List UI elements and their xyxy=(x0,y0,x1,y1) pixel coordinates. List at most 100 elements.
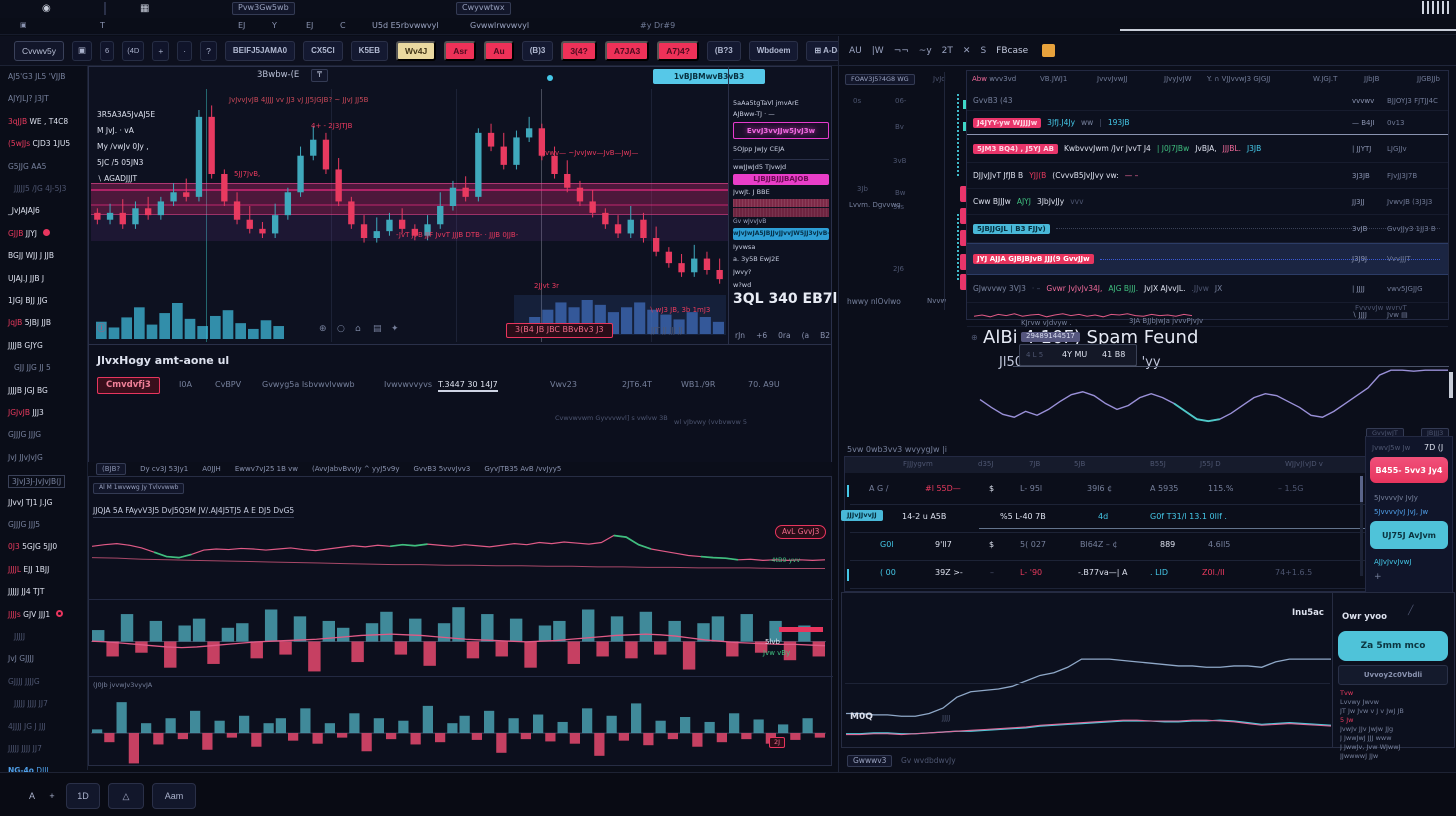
watchlist-item[interactable]: GJJJG JJJ5 xyxy=(8,520,40,529)
feed-column-header[interactable]: JJvyJvJW xyxy=(1164,75,1192,83)
candlestick-chart[interactable] xyxy=(91,89,726,339)
watchlist-item[interactable]: G5JJG AA5 xyxy=(8,162,46,171)
positions-row[interactable]: G0l 9'll7 $5( 027 Bl64Z – ¢ 889 4.6Il5 xyxy=(850,533,1370,561)
menu-icon[interactable]: ▣ xyxy=(20,21,27,29)
menu-icon-5[interactable]: C xyxy=(340,21,346,30)
toolbar-button[interactable]: (B)3 xyxy=(521,40,554,61)
feed-row[interactable]: GJwvvwy 3VJ3 · – Gvwr JvJvJv34J, AJG BJJJ. J… xyxy=(967,275,1448,303)
detail-badge[interactable]: Cmvdvfj3 xyxy=(97,377,160,395)
action-link-3[interactable]: AJJvJvvJvwJ xyxy=(1374,558,1412,566)
indicator-tab[interactable]: (BJB? xyxy=(96,463,127,475)
watchlist-item[interactable]: GJJJJ JJJJG xyxy=(8,677,40,686)
chart-tool-icon[interactable]: ⌂ xyxy=(355,324,361,334)
watchlist-item[interactable]: JvJ JJvJvJG xyxy=(8,453,43,462)
watchlist-item[interactable]: JJJJJ JJJJ JJ7 xyxy=(14,699,48,708)
right-toolbar-icon[interactable]: |W xyxy=(871,45,884,56)
feed-row[interactable]: DJJvJJvT JfJB B YJJ(B (CvvvB5JvJJvy vw: — –… xyxy=(967,163,1448,189)
bottombar-button[interactable]: Aam xyxy=(152,783,196,809)
secondary-button[interactable]: Uvvoy2c0Vbdli xyxy=(1338,665,1448,685)
watchlist-item[interactable]: JJJJJ xyxy=(14,632,25,641)
feed-row[interactable]: Cww BJJJw AJYJ 3JbJvJJy vvv JJ3JJ JvwvJB (3J3… xyxy=(967,189,1448,215)
oscillator-chart[interactable] xyxy=(91,603,826,673)
watchlist-item[interactable]: 1JGJ BJJ JJG xyxy=(8,296,48,305)
currency-icon[interactable]: ₸ xyxy=(311,69,329,82)
feed-row[interactable]: 5JBJJGJL | B3 FJJv) 3vJB GvvJJy3 1JJ3 B xyxy=(967,215,1448,243)
toolbar-button[interactable]: 3(4? xyxy=(561,40,597,61)
feed-row[interactable]: ∖ JJJJ Jvw ▤ xyxy=(967,303,1448,327)
chart-mode-pill[interactable]: 1vBJBMwvB3vB3 xyxy=(653,69,765,84)
positions-row[interactable]: 14-2 u A5B %5 L-40 7B 4d G0f T31/l 13.1 0ll… xyxy=(850,505,1370,533)
bottombar-button[interactable]: + xyxy=(44,783,60,809)
toolbar-button[interactable]: 6 xyxy=(100,40,115,61)
toolbar-button[interactable]: · xyxy=(177,40,193,61)
feed-column-header[interactable]: Abw wvv3vd xyxy=(972,75,1017,83)
toolbar-button[interactable]: + xyxy=(152,40,170,61)
action-link-1[interactable]: 5JvvvvJv JvJy xyxy=(1374,494,1418,502)
toolbar-button[interactable]: ? xyxy=(200,40,217,61)
menu-icon-3[interactable]: Y xyxy=(272,21,277,30)
positions-column-header[interactable]: FJJJygvm xyxy=(903,460,933,468)
more-link[interactable]: + xyxy=(1374,572,1382,582)
info-icon[interactable]: ⓘ xyxy=(97,324,107,334)
feed-column-header[interactable]: W.JGJ.T xyxy=(1313,75,1338,83)
feed-row[interactable]: 5JM3 BQ4) , J5YJ AB KwbvvvJwm /Jvr JvvT J… xyxy=(967,135,1448,163)
watchlist-item[interactable]: JJJJJ5 /JG 4J-5J3 xyxy=(14,184,66,193)
notification-icon[interactable] xyxy=(1042,44,1056,57)
right-toolbar-icon[interactable]: ¬¬ xyxy=(893,45,909,56)
toolbar-button[interactable]: Au xyxy=(484,40,514,61)
watchlist-item[interactable]: JJJJJ JJ4 TJT xyxy=(8,587,44,596)
toolbar-button[interactable]: BEIFJ5JAMA0 xyxy=(224,40,296,61)
toolbar-button[interactable]: A7)4? xyxy=(657,40,699,61)
chart-alert-badge[interactable]: 3(B4 JB JBC BBvBv3 J3 xyxy=(506,323,613,338)
watchlist-item[interactable]: JJJJs GJV JJJ1 xyxy=(8,609,64,619)
toolbar-button[interactable]: (B?3 xyxy=(706,40,741,61)
indicator-tab[interactable]: GvvB3 5vvvJvv3 xyxy=(413,465,471,473)
toolbar-button[interactable]: ▣ xyxy=(72,40,93,61)
order-footer-item[interactable]: (a xyxy=(801,331,810,340)
watchlist-item[interactable]: UJAJ.J JJB J xyxy=(8,274,44,283)
positions-column-header[interactable]: B55J xyxy=(1150,460,1166,468)
watchlist-item[interactable]: 0J3 5GJG 5JJ0 xyxy=(8,542,57,551)
scrollbar-thumb[interactable] xyxy=(1449,372,1453,398)
detail-column-header[interactable]: WB1./9R xyxy=(681,380,716,389)
indicator-tab[interactable]: Ewwv7vJ25 1B vw xyxy=(234,465,298,473)
subscribe-button[interactable]: Za 5mm mco xyxy=(1338,631,1448,661)
watchlist-item[interactable]: 3qJJB WE , T4C8 xyxy=(8,117,68,126)
watchlist-item[interactable]: JJvvJ TJ1 J.JG xyxy=(8,498,52,507)
speaker-icon[interactable]: ◉ xyxy=(42,3,51,14)
order-type-button[interactable]: EvvJ3vvJJw5JvJ3w xyxy=(733,122,829,139)
menu-item-t[interactable]: T xyxy=(100,21,105,30)
positions-row[interactable]: A G / #l 55D— $ L- 95l 39I6 ¢ A 5935 115.% – 1.… xyxy=(847,477,1370,505)
positions-column-header[interactable]: 5JB xyxy=(1074,460,1086,468)
watchlist-item[interactable]: JJJJL EJJ 1BJJ xyxy=(8,565,49,574)
indicator-tab[interactable]: A0JJH xyxy=(202,465,221,473)
toolbar-button[interactable]: CX5Cl xyxy=(303,40,343,61)
feed-column-header[interactable]: JJGBJJb xyxy=(1417,75,1440,83)
watchlist-item[interactable]: (5wJJs CJD3 1JU5 xyxy=(8,139,70,148)
detail-column-header[interactable]: T.3447 30 14J7 xyxy=(438,380,498,392)
watchlist-item[interactable]: GJJJG JJJG xyxy=(8,430,41,439)
right-toolbar-icon[interactable]: S xyxy=(980,45,987,56)
detail-column-header[interactable]: 70. A9U xyxy=(748,380,780,389)
bottombar-button[interactable]: A xyxy=(24,783,40,809)
watchlist-item[interactable]: 4JJJJ JG J JJJ xyxy=(8,722,46,731)
toolbar-button[interactable]: A7JA3 xyxy=(604,40,650,61)
indicator-tab[interactable]: Dy cv3J 53Jy1 xyxy=(140,465,189,473)
positions-column-header[interactable]: WJJvJ(vJD v xyxy=(1285,460,1323,468)
indicator-tab[interactable]: (AvvJabvBvvJy ^ yyJ5v9y xyxy=(312,465,400,473)
positions-column-header[interactable]: d35J xyxy=(978,460,994,468)
watchlist-item[interactable]: JGJvJB JJJ3 xyxy=(8,408,44,417)
feed-column-header[interactable]: JvvvJvwJJ xyxy=(1097,75,1128,83)
feed-column-header[interactable]: Y. ∩ VJJvvwJ3 GJGJJ xyxy=(1207,75,1271,83)
watchlist-item[interactable]: JvJ GJJJJ xyxy=(8,654,34,663)
feed-column-header[interactable]: JJbJB xyxy=(1364,75,1380,83)
equity-line-chart[interactable] xyxy=(845,599,1332,741)
watchlist-item[interactable]: JJJJB JGJ BG xyxy=(8,386,48,395)
status-chip[interactable]: Gwwwv3 xyxy=(847,755,893,768)
grid-icon[interactable]: ▦ xyxy=(140,3,150,14)
watchlist-item[interactable]: _JvJAJAJ6 xyxy=(8,206,40,215)
menu-label-1[interactable]: U5d E5rbvwwvyl xyxy=(372,21,439,30)
detail-column-header[interactable]: I0A xyxy=(179,380,192,389)
detail-column-header[interactable]: Gvwyg5a Isbvwvlvwwb xyxy=(262,380,355,389)
watchlist-item[interactable]: AJYJLJ? J3JT xyxy=(8,94,49,103)
